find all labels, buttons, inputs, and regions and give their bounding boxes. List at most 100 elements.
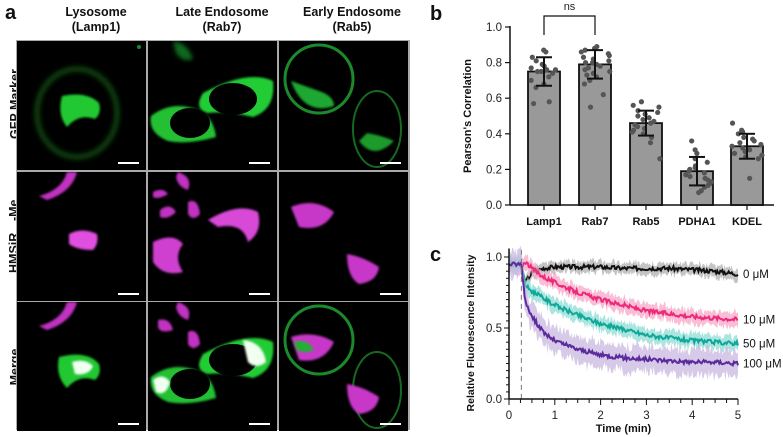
data-point bbox=[640, 116, 646, 123]
data-point bbox=[531, 100, 537, 107]
data-point bbox=[629, 129, 635, 135]
series-label: 50 μM bbox=[743, 339, 775, 351]
error-band bbox=[509, 245, 738, 382]
data-point bbox=[606, 58, 612, 64]
series-50m bbox=[508, 252, 739, 354]
micrograph-merge-early-endosome bbox=[279, 302, 408, 431]
significance-label: ns bbox=[564, 1, 576, 13]
series-line bbox=[508, 260, 739, 347]
error-band bbox=[509, 253, 738, 330]
data-point bbox=[657, 156, 663, 162]
panel-c-letter: c bbox=[430, 244, 442, 266]
column-title-late-endosome: Late Endosome (Rab7) bbox=[147, 5, 297, 35]
x-tick-label: 1 bbox=[552, 410, 558, 422]
data-point bbox=[600, 92, 606, 98]
x-tick-label: 5 bbox=[735, 410, 741, 422]
data-point bbox=[687, 173, 693, 180]
data-point bbox=[528, 65, 534, 71]
significance-bracket bbox=[543, 15, 596, 35]
micrograph-gfp-lysosome bbox=[17, 41, 146, 170]
series-line bbox=[508, 258, 739, 287]
data-point bbox=[533, 58, 539, 64]
y-axis-label: Relative Fluorescence Intensity bbox=[465, 254, 477, 411]
cell-image bbox=[283, 43, 402, 168]
series-line bbox=[508, 261, 739, 323]
data-point bbox=[694, 150, 700, 156]
x-tick-label: PDHA1 bbox=[678, 216, 715, 228]
y-tick-label: 0.0 bbox=[486, 200, 502, 212]
x-tick-label: Rab7 bbox=[582, 216, 609, 228]
data-point bbox=[606, 52, 612, 59]
cell-image bbox=[291, 203, 379, 284]
micrograph-hmsir-early-endosome bbox=[279, 172, 408, 301]
series-label: 10 μM bbox=[743, 314, 775, 326]
data-point bbox=[689, 138, 695, 144]
x-tick-label: 3 bbox=[643, 410, 649, 422]
x-tick-label: KDEL bbox=[732, 216, 762, 228]
data-point bbox=[656, 104, 662, 110]
data-point bbox=[638, 99, 645, 105]
data-point bbox=[647, 140, 654, 146]
y-tick-label: 1.0 bbox=[486, 252, 502, 264]
micrograph-gfp-early-endosome bbox=[279, 41, 408, 170]
data-point bbox=[580, 54, 587, 60]
data-point bbox=[759, 152, 765, 158]
series-line bbox=[508, 261, 739, 368]
scale-bar bbox=[249, 423, 270, 425]
series-0m bbox=[508, 253, 739, 290]
cell-image bbox=[153, 172, 260, 274]
cell-image bbox=[150, 41, 274, 143]
scale-bar bbox=[249, 293, 270, 295]
series-label: 100 μM bbox=[743, 359, 782, 371]
data-point bbox=[635, 124, 641, 130]
data-point bbox=[747, 175, 753, 181]
bar-rab5 bbox=[629, 122, 663, 206]
y-axis-label: Pearson's Correlation bbox=[462, 59, 474, 173]
cell-image bbox=[39, 172, 98, 250]
column-title-text: Lysosome bbox=[65, 5, 127, 19]
data-point bbox=[544, 67, 550, 73]
x-tick-label: 2 bbox=[597, 410, 603, 422]
series-100m bbox=[508, 245, 739, 382]
column-subtitle-text: (Rab7) bbox=[202, 20, 242, 34]
cell-image bbox=[39, 302, 100, 388]
data-point bbox=[741, 134, 747, 140]
data-point bbox=[582, 60, 589, 66]
x-tick-label: Lamp1 bbox=[526, 216, 561, 228]
data-point bbox=[704, 159, 710, 165]
series-10m bbox=[508, 253, 739, 330]
cell-image bbox=[283, 304, 402, 429]
y-tick-label: 0.6 bbox=[486, 93, 502, 105]
line-chart-fluorescence: 0 μM 10 μM 50 μM 100 μM 0.0 0.5 1.0 0 1 2 3 4 5 Time … bbox=[465, 245, 782, 435]
y-tick-label: 0.5 bbox=[486, 323, 502, 335]
data-point bbox=[584, 72, 590, 78]
data-point bbox=[648, 120, 654, 126]
data-point bbox=[587, 104, 594, 110]
data-point bbox=[751, 138, 757, 144]
data-point bbox=[696, 189, 702, 196]
x-axis-label: Time (min) bbox=[596, 423, 652, 435]
data-point bbox=[546, 99, 552, 105]
data-point bbox=[597, 63, 603, 69]
data-point bbox=[528, 77, 534, 83]
scale-bar bbox=[249, 162, 270, 164]
data-point bbox=[549, 70, 556, 76]
scale-bar bbox=[380, 423, 401, 425]
micrograph-merge-lysosome bbox=[17, 302, 146, 431]
data-point bbox=[729, 143, 735, 149]
data-point bbox=[589, 60, 596, 66]
data-point bbox=[582, 67, 588, 73]
scale-bar bbox=[118, 162, 139, 164]
panel-b-letter: b bbox=[430, 3, 443, 25]
data-point bbox=[646, 115, 652, 121]
y-tick-label: 1.0 bbox=[486, 22, 502, 34]
bar-lamp1 bbox=[527, 70, 561, 206]
scale-bar bbox=[380, 293, 401, 295]
data-point bbox=[534, 68, 541, 75]
data-point bbox=[737, 140, 743, 146]
data-point bbox=[635, 113, 641, 119]
data-point bbox=[543, 49, 549, 55]
micrograph-hmsir-lysosome bbox=[17, 172, 146, 301]
data-point bbox=[578, 49, 584, 55]
data-point bbox=[607, 68, 613, 75]
